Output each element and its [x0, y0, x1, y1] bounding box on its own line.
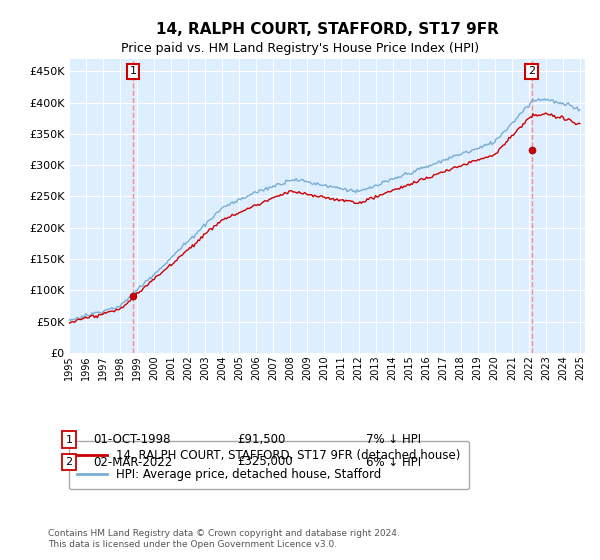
- Text: Contains HM Land Registry data © Crown copyright and database right 2024.
This d: Contains HM Land Registry data © Crown c…: [48, 529, 400, 549]
- Text: Price paid vs. HM Land Registry's House Price Index (HPI): Price paid vs. HM Land Registry's House …: [121, 42, 479, 55]
- Text: £325,000: £325,000: [237, 455, 293, 469]
- Text: 2: 2: [65, 457, 73, 467]
- Text: 1: 1: [130, 66, 136, 76]
- Text: 1: 1: [65, 435, 73, 445]
- Text: 7% ↓ HPI: 7% ↓ HPI: [366, 433, 421, 446]
- Text: 6% ↓ HPI: 6% ↓ HPI: [366, 455, 421, 469]
- Text: 02-MAR-2022: 02-MAR-2022: [93, 455, 172, 469]
- Text: 01-OCT-1998: 01-OCT-1998: [93, 433, 170, 446]
- Text: 2: 2: [528, 66, 535, 76]
- Legend: 14, RALPH COURT, STAFFORD, ST17 9FR (detached house), HPI: Average price, detach: 14, RALPH COURT, STAFFORD, ST17 9FR (det…: [69, 441, 469, 489]
- Title: 14, RALPH COURT, STAFFORD, ST17 9FR: 14, RALPH COURT, STAFFORD, ST17 9FR: [155, 22, 499, 37]
- Text: £91,500: £91,500: [237, 433, 286, 446]
